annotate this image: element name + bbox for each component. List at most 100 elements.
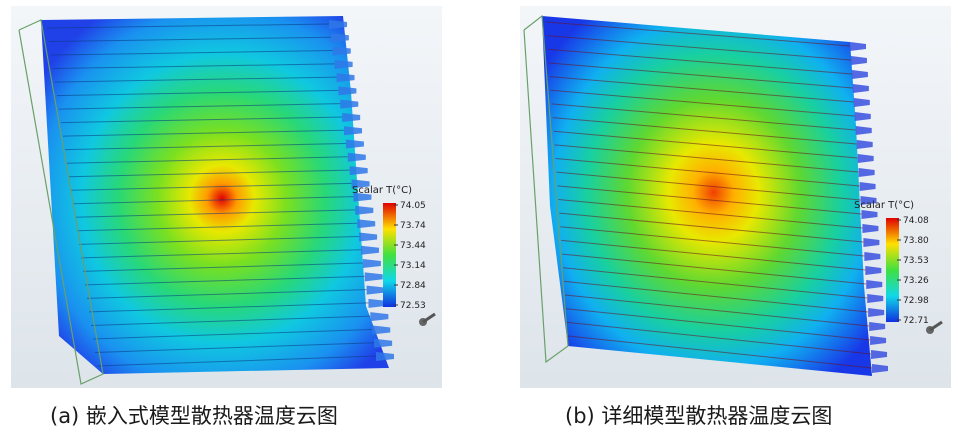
fin-line xyxy=(90,315,371,326)
scale-tick-label: 72.71 xyxy=(903,316,929,326)
fin-tip xyxy=(338,86,357,96)
fin-tip xyxy=(336,73,355,83)
fin-line xyxy=(556,171,861,201)
scale-gradient xyxy=(886,218,899,322)
fin-line xyxy=(56,89,339,97)
fin-tip xyxy=(853,98,870,107)
scale-gradient xyxy=(383,203,396,307)
heatsink-contour-plot-a: Scalar T(°C) 74.05 73.74 73.44 73.14 72.84 72… xyxy=(11,6,442,388)
heatsink-panel-b: Scalar T(°C) 74.08 73.80 73.53 73.26 72.98 72… xyxy=(520,6,951,388)
scale-tick-label: 73.74 xyxy=(400,221,426,231)
fin-tip xyxy=(357,219,376,229)
scale-tick-label: 72.84 xyxy=(400,281,426,291)
fin-line xyxy=(560,226,865,257)
fin-line xyxy=(54,76,337,83)
fin-tip xyxy=(859,182,876,191)
fin-line xyxy=(94,342,375,353)
fin-tip xyxy=(857,154,874,163)
fin-tip xyxy=(362,259,381,269)
fin-tip xyxy=(347,152,366,162)
fin-tip xyxy=(868,308,885,317)
color-scale-bar: Scalar T(°C) 74.05 73.74 73.44 73.14 72.84 72… xyxy=(352,185,426,311)
fin-tip xyxy=(871,350,888,359)
fin-line xyxy=(558,198,863,229)
fin-tip xyxy=(351,179,370,189)
fin-line xyxy=(52,63,335,70)
fin-tip xyxy=(332,46,351,56)
fin-line xyxy=(557,185,862,215)
fin-line xyxy=(563,267,868,299)
fin-line xyxy=(554,144,859,173)
fin-tip xyxy=(854,112,871,121)
fin-line xyxy=(549,76,854,103)
fin-tip xyxy=(366,285,385,295)
fin-line xyxy=(566,321,872,355)
fin-line xyxy=(66,156,348,164)
fin-line xyxy=(562,253,867,285)
fin-tip xyxy=(863,238,880,247)
fin-line xyxy=(48,36,331,43)
fin-tip xyxy=(344,126,363,136)
fin-line xyxy=(552,117,857,145)
fin-line xyxy=(82,262,363,272)
scale-tick-label: 72.53 xyxy=(400,301,426,311)
fin-tip xyxy=(856,140,873,149)
fin-tip xyxy=(355,205,374,215)
fin-line xyxy=(547,48,852,75)
fin-line xyxy=(80,249,361,259)
fin-tip xyxy=(334,59,353,69)
fin-line xyxy=(565,294,870,327)
fin-tip xyxy=(855,126,872,135)
heatsink-surface xyxy=(542,16,872,376)
fin-line xyxy=(64,143,346,151)
fin-tip xyxy=(368,298,387,308)
frame-edge xyxy=(523,14,569,364)
fin-line xyxy=(555,158,860,187)
fin-line xyxy=(86,289,367,299)
caption-a: (a) 嵌入式模型散热器温度云图 xyxy=(50,404,338,428)
scale-tick-label: 73.26 xyxy=(903,276,929,286)
fin-tip xyxy=(865,266,882,275)
fin-tip xyxy=(376,352,394,361)
scale-tick-label: 74.08 xyxy=(903,216,929,226)
fin-tip xyxy=(370,312,389,322)
fin-line xyxy=(60,116,343,124)
fin-tip xyxy=(861,210,878,219)
fin-line xyxy=(559,212,864,243)
fin-line xyxy=(68,169,350,178)
fin-line xyxy=(561,239,866,271)
fin-tip xyxy=(329,20,347,29)
scale-tick-label: 73.53 xyxy=(903,256,929,266)
fin-line xyxy=(551,103,856,131)
fin-tip xyxy=(872,364,888,373)
fin-line xyxy=(84,275,365,286)
fin-line xyxy=(553,130,858,159)
scale-tick-label: 73.80 xyxy=(903,236,929,246)
fin-line xyxy=(567,335,873,369)
fin-tip xyxy=(851,70,868,79)
fin-tip xyxy=(866,280,883,289)
fin-line xyxy=(72,196,354,205)
scale-title: Scalar T(°C) xyxy=(352,185,412,196)
fin-tip xyxy=(867,294,884,303)
fin-tip xyxy=(359,232,378,242)
heatsink-body xyxy=(18,16,394,385)
scale-tick-label: 73.14 xyxy=(400,261,426,271)
fin-tip xyxy=(852,84,869,93)
fin-line xyxy=(564,280,869,313)
fin-tip xyxy=(870,336,887,345)
fin-tip xyxy=(858,168,875,177)
heatsink-contour-plot-b: Scalar T(°C) 74.08 73.80 73.53 73.26 72.98 72… xyxy=(520,6,951,388)
fin-tip xyxy=(330,33,349,43)
fin-line xyxy=(50,50,333,56)
scale-tick-label: 73.44 xyxy=(400,241,426,251)
fin-line xyxy=(550,89,855,117)
frame-edge xyxy=(18,19,104,385)
fin-tip xyxy=(850,56,867,65)
fin-line xyxy=(545,21,851,47)
fin-line xyxy=(96,355,377,367)
fin-tip xyxy=(869,322,886,331)
scale-tick-label: 74.05 xyxy=(400,201,426,211)
fin-line xyxy=(546,35,851,61)
fin-line xyxy=(88,302,369,313)
